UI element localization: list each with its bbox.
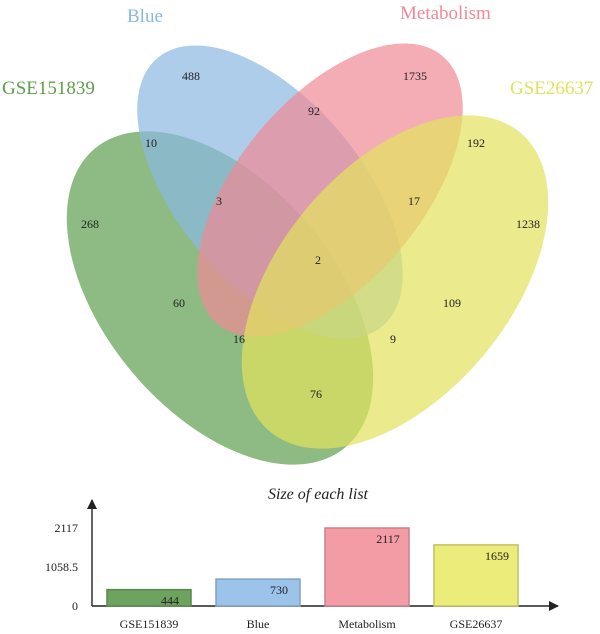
- bars: 444 GSE151839 730 Blue 2117 Metabolism 1659 GSE…: [106, 527, 519, 631]
- region-blue-metabolism: 92: [308, 104, 320, 118]
- y-tick-label-0: 0: [72, 599, 78, 613]
- bar-value-gse26637: 1659: [485, 549, 509, 563]
- bar-value-blue: 730: [270, 583, 288, 597]
- region-all-four: 2: [315, 253, 321, 267]
- bar-value-metabolism: 2117: [376, 532, 400, 546]
- chart-title: Size of each list: [268, 486, 369, 503]
- region-gse151839-blue-gse26637: 9: [390, 332, 396, 346]
- region-metabolism-gse26637: 192: [467, 136, 485, 150]
- bar-chart: Size of each list 0 1058.5 2117 444 GSE15…: [45, 486, 559, 631]
- set-label-gse151839: GSE151839: [2, 78, 95, 99]
- venn-diagram: GSE151839 Blue Metabolism GSE26637 488 1…: [2, 3, 593, 465]
- set-label-metabolism: Metabolism: [400, 3, 491, 24]
- region-gse151839-blue: 10: [145, 136, 157, 150]
- region-gse151839-metabolism-gse26637: 16: [233, 332, 245, 346]
- region-gse151839-metabolism: 60: [173, 296, 185, 310]
- y-tick-label-2: 2117: [54, 521, 78, 535]
- y-tick-label-1: 1058.5: [45, 560, 78, 574]
- venn-ellipse-gse26637: [241, 115, 549, 449]
- x-tick-label-metabolism: Metabolism: [338, 617, 396, 631]
- region-gse151839-blue-metabolism: 3: [216, 194, 222, 208]
- region-gse26637-only: 1238: [516, 217, 540, 231]
- x-tick-label-gse151839: GSE151839: [120, 617, 179, 631]
- bar-gse151839: [106, 588, 192, 607]
- bar-metabolism: [324, 527, 410, 607]
- bar-gse26637: [433, 544, 519, 607]
- x-tick-label-blue: Blue: [247, 617, 270, 631]
- region-gse151839-gse26637: 76: [310, 387, 322, 401]
- region-metabolism-only: 1735: [403, 69, 427, 83]
- set-label-gse26637: GSE26637: [510, 78, 593, 99]
- bar-value-gse151839: 444: [161, 594, 179, 608]
- region-blue-metabolism-gse26637: 17: [408, 194, 420, 208]
- region-gse151839-only: 268: [81, 217, 99, 231]
- region-blue-only: 488: [182, 69, 200, 83]
- set-label-blue: Blue: [127, 6, 163, 27]
- x-tick-label-gse26637: GSE26637: [450, 617, 503, 631]
- region-blue-gse26637: 109: [443, 296, 461, 310]
- bar-blue: [215, 578, 301, 607]
